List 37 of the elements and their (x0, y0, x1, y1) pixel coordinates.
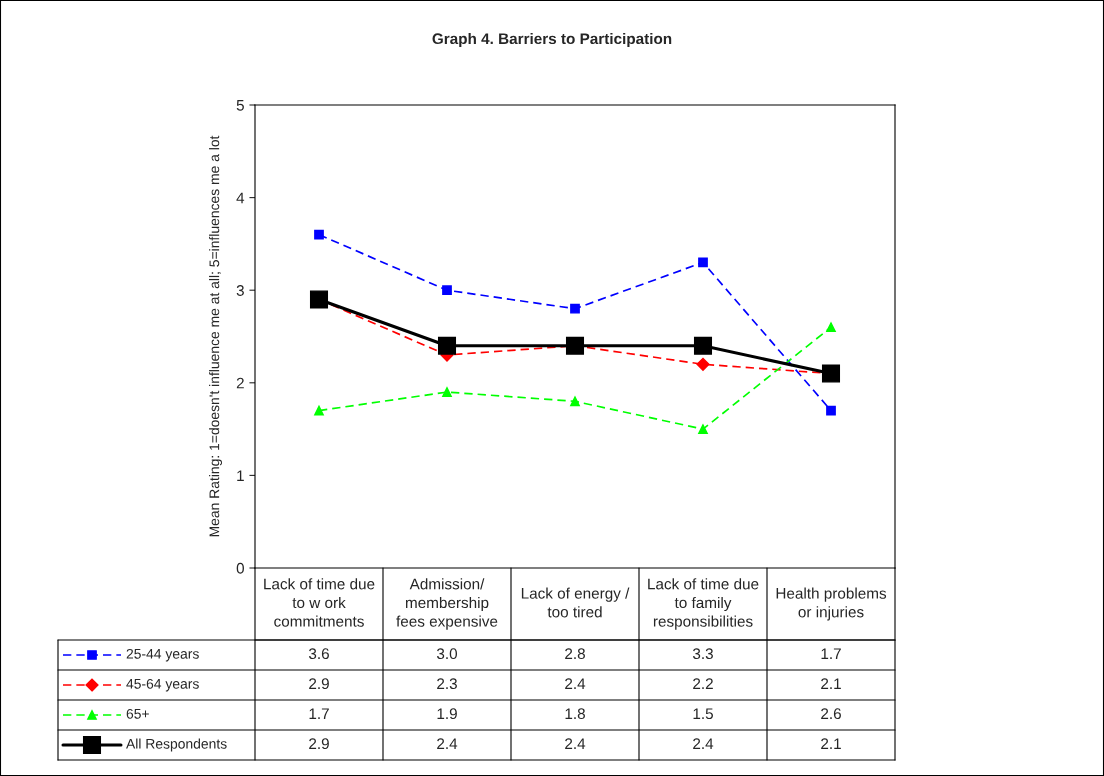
data-label: 2.9 (309, 678, 329, 690)
x-tick-label: Health problems or injuries (776, 587, 887, 621)
y-tick-label: 5 (236, 100, 244, 111)
data-label: 1.8 (565, 708, 585, 720)
legend-label: All Respondents (126, 738, 227, 752)
x-tick-label: Admission/ membership fees expensive (396, 578, 498, 630)
data-label: 2.4 (565, 738, 586, 749)
x-tick-label: Lack of time due to w ork commitments (264, 578, 375, 627)
y-tick-label: 1 (237, 470, 244, 481)
data-label: 2.2 (693, 678, 713, 689)
data-label: 2.4 (437, 738, 458, 749)
data-label: 2.4 (693, 738, 714, 749)
x-tick-label: Lack of energy / too tired (521, 587, 630, 618)
data-label: 1.7 (821, 648, 841, 659)
data-label: 1.9 (437, 708, 457, 720)
legend-label: 45-64 years (126, 678, 199, 692)
data-label: 3.0 (436, 648, 458, 660)
data-label: 2.6 (821, 708, 841, 720)
y-tick-label: 4 (236, 192, 245, 204)
legend-label: 65+ (126, 708, 149, 719)
y-tick-label: 3 (236, 285, 244, 296)
y-axis-title: Mean Rating: 1=doesn't influence me at all; 5=influences me a lot (209, 135, 222, 537)
x-tick-label: Lack of time due to family responsibilities (648, 578, 759, 630)
data-label: 1.7 (309, 708, 329, 719)
chart-title: Graph 4. Barriers to Participation (432, 32, 672, 48)
y-tick-label: 2 (236, 377, 244, 389)
data-label: 3.3 (692, 648, 713, 660)
data-label: 2.3 (437, 678, 457, 690)
data-label: 3.6 (308, 648, 329, 660)
data-label: 1.5 (693, 708, 713, 720)
data-label: 2.4 (565, 678, 586, 689)
legend-label: 25-44 years (126, 648, 199, 662)
y-tick-label: 0 (236, 562, 244, 574)
data-label: 2.9 (309, 738, 329, 750)
data-label: 2.1 (821, 678, 841, 689)
data-label: 2.8 (565, 648, 585, 660)
data-label: 2.1 (821, 738, 841, 749)
